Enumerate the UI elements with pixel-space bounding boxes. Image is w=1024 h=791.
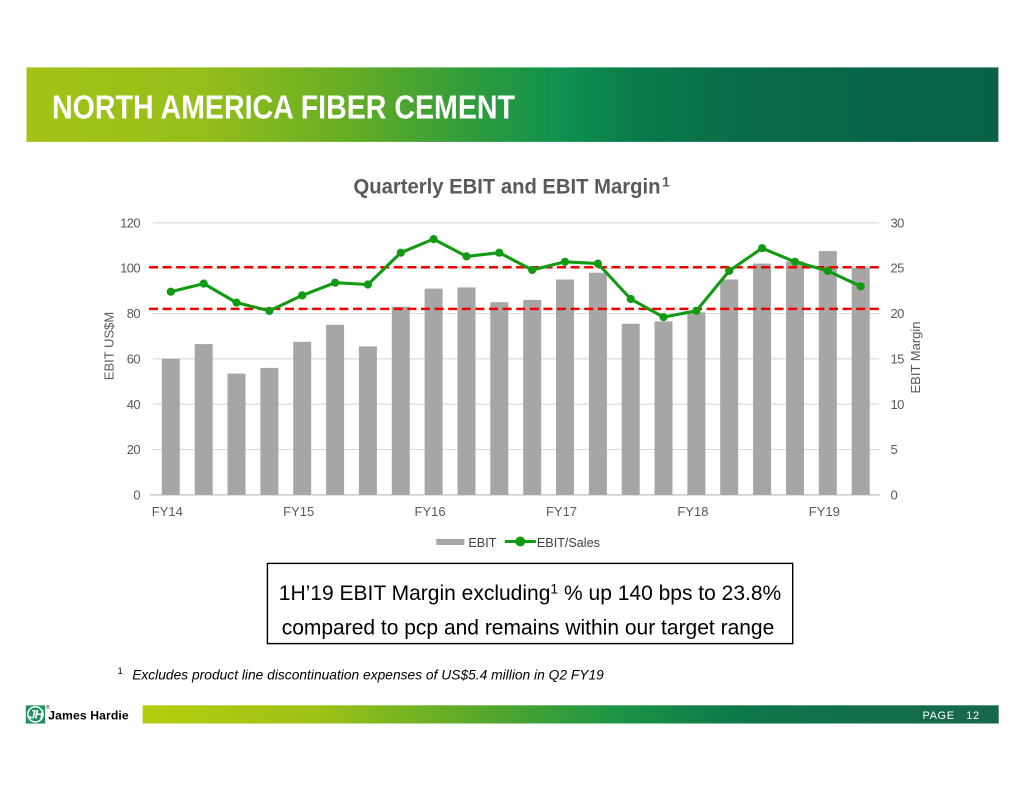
svg-text:1H’19 EBIT Margin excluding1 %: 1H’19 EBIT Margin excluding1 % up 140 bp… bbox=[279, 581, 781, 606]
svg-text:compared to pcp and remains wi: compared to pcp and remains within our t… bbox=[282, 616, 775, 639]
svg-text:FY18: FY18 bbox=[677, 504, 708, 519]
svg-text:80: 80 bbox=[127, 306, 141, 321]
svg-text:NORTH AMERICA FIBER CEMENT: NORTH AMERICA FIBER CEMENT bbox=[52, 89, 515, 126]
svg-text:FY14: FY14 bbox=[152, 504, 183, 519]
svg-text:60: 60 bbox=[127, 351, 141, 366]
svg-text:Quarterly EBIT and EBIT Margin: Quarterly EBIT and EBIT Margin bbox=[354, 176, 661, 199]
svg-text:EBIT Margin: EBIT Margin bbox=[908, 321, 923, 393]
svg-text:EBIT US$M: EBIT US$M bbox=[102, 312, 117, 380]
svg-text:®: ® bbox=[46, 704, 50, 711]
svg-text:20: 20 bbox=[127, 442, 141, 457]
svg-text:EBIT/Sales: EBIT/Sales bbox=[537, 536, 600, 550]
svg-text:FY16: FY16 bbox=[415, 504, 446, 519]
svg-text:0: 0 bbox=[891, 488, 898, 503]
svg-text:FY17: FY17 bbox=[546, 504, 577, 519]
svg-text:FY19: FY19 bbox=[809, 504, 840, 519]
svg-text:100: 100 bbox=[120, 261, 140, 276]
svg-text:12: 12 bbox=[966, 710, 979, 722]
svg-text:1: 1 bbox=[118, 666, 123, 676]
svg-text:1: 1 bbox=[662, 174, 670, 190]
svg-text:20: 20 bbox=[891, 306, 905, 321]
svg-text:0: 0 bbox=[133, 488, 140, 503]
svg-text:FY15: FY15 bbox=[283, 504, 314, 519]
svg-text:PAGE: PAGE bbox=[923, 710, 955, 722]
svg-text:15: 15 bbox=[891, 351, 905, 366]
svg-text:25: 25 bbox=[891, 261, 905, 276]
svg-text:EBIT: EBIT bbox=[468, 536, 496, 550]
svg-text:10: 10 bbox=[891, 397, 905, 412]
svg-text:Excludes product line disconti: Excludes product line discontinuation ex… bbox=[132, 668, 604, 683]
svg-text:James Hardie: James Hardie bbox=[48, 708, 129, 722]
svg-text:JH: JH bbox=[29, 708, 44, 722]
svg-text:30: 30 bbox=[891, 215, 905, 230]
svg-text:40: 40 bbox=[127, 397, 141, 412]
svg-text:5: 5 bbox=[891, 442, 898, 457]
svg-text:120: 120 bbox=[120, 215, 140, 230]
